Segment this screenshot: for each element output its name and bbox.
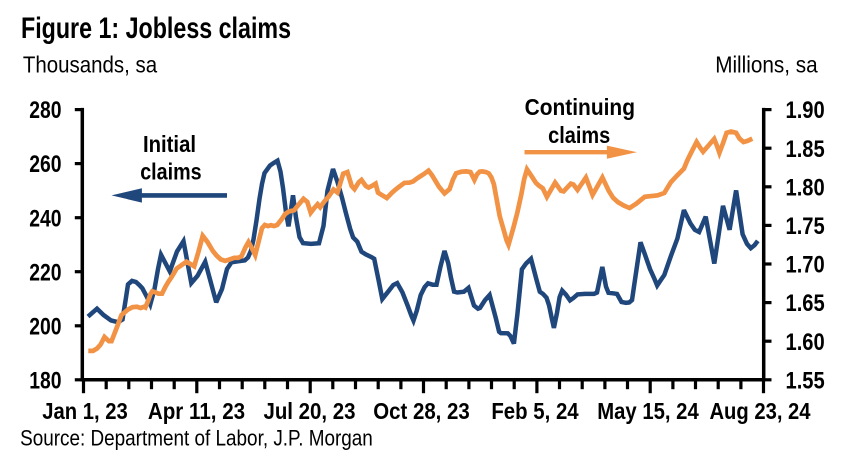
svg-text:Apr 11, 23: Apr 11, 23: [148, 398, 245, 424]
svg-text:Source: Department of Labor, J: Source: Department of Labor, J.P. Morgan: [20, 426, 373, 451]
svg-text:280: 280: [29, 97, 61, 124]
svg-text:Initial: Initial: [143, 131, 196, 157]
svg-text:1.65: 1.65: [786, 290, 825, 317]
svg-text:1.85: 1.85: [786, 136, 825, 163]
svg-text:200: 200: [29, 313, 61, 340]
svg-text:Jan 1, 23: Jan 1, 23: [42, 398, 128, 424]
svg-text:claims: claims: [140, 159, 201, 185]
svg-text:1.70: 1.70: [786, 252, 825, 279]
svg-text:Jul 20, 23: Jul 20, 23: [263, 398, 355, 424]
svg-text:Aug 23, 24: Aug 23, 24: [709, 398, 810, 424]
svg-text:260: 260: [29, 151, 61, 178]
svg-text:Thousands, sa: Thousands, sa: [23, 51, 157, 77]
svg-text:1.75: 1.75: [786, 213, 825, 240]
svg-text:180: 180: [29, 367, 61, 394]
svg-text:May 15, 24: May 15, 24: [597, 398, 699, 424]
svg-text:Feb 5, 24: Feb 5, 24: [491, 398, 578, 424]
svg-text:claims: claims: [548, 122, 610, 148]
svg-text:Millions, sa: Millions, sa: [715, 52, 818, 78]
svg-text:1.80: 1.80: [786, 174, 825, 201]
svg-text:1.55: 1.55: [786, 367, 825, 394]
svg-text:1.60: 1.60: [786, 329, 825, 356]
svg-text:1.90: 1.90: [786, 97, 825, 124]
svg-text:Oct 28, 23: Oct 28, 23: [373, 398, 470, 424]
svg-text:220: 220: [29, 259, 61, 286]
svg-text:Continuing: Continuing: [525, 94, 635, 120]
svg-text:240: 240: [29, 205, 61, 232]
svg-text:Figure 1: Jobless claims: Figure 1: Jobless claims: [21, 12, 291, 45]
